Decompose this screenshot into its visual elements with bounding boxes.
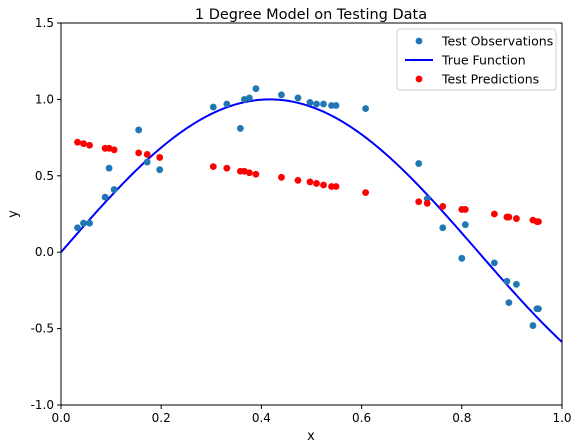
legend-point-marker [415, 75, 423, 83]
test-observations-point [143, 158, 151, 166]
true-function-line [61, 98, 562, 343]
test-predictions-point [513, 215, 520, 222]
legend-box [396, 28, 557, 91]
test-predictions-point [135, 149, 143, 157]
test-observations-point [110, 186, 118, 193]
test-predictions-point [110, 146, 118, 154]
test-observations-point [461, 221, 469, 229]
test-predictions-point [313, 180, 320, 187]
test-observations-point [320, 100, 327, 108]
test-predictions-point [362, 189, 370, 197]
test-predictions-point [535, 218, 542, 226]
x-axis-label: x [307, 429, 315, 444]
test-observations-point [74, 224, 81, 232]
test-predictions-point [423, 199, 431, 207]
legend-label: True Function [441, 53, 526, 68]
legend-point-marker [415, 37, 423, 45]
test-observations-point [535, 305, 542, 313]
test-observations-point [306, 99, 314, 106]
test-observations-point [236, 125, 244, 132]
test-observations-point [439, 224, 447, 232]
test-predictions-point [252, 170, 260, 178]
test-observations-point [503, 277, 511, 285]
test-predictions-point [278, 173, 285, 181]
y-tick-label: 0.0 [35, 245, 54, 259]
y-tick-label: 1.5 [35, 16, 54, 30]
chart-title: 1 Degree Model on Testing Data [195, 7, 427, 23]
test-predictions-point [306, 178, 314, 186]
axes-frame [60, 22, 563, 406]
y-tick-label: 0.5 [35, 169, 54, 183]
test-predictions-point [294, 176, 302, 184]
test-observations-point [415, 160, 423, 167]
test-predictions-point [320, 181, 327, 189]
test-observations-point [101, 193, 109, 201]
test-observations-point [294, 94, 302, 102]
test-predictions-point [86, 141, 93, 149]
test-observations-point [209, 103, 217, 111]
test-predictions-point [439, 202, 447, 210]
test-observations-point [529, 322, 537, 329]
test-observations-point [105, 164, 113, 172]
test-predictions-point [223, 164, 231, 172]
x-tick-label: 0.8 [452, 411, 471, 425]
test-observations-point [86, 219, 93, 227]
test-predictions-point [245, 169, 253, 177]
test-observations-point [245, 94, 253, 102]
test-observations-point [362, 105, 370, 112]
plot-area: 0.0 0.2 0.4 0.6 0.8 1.0 -1.0 -0.5 0.0 0.5 1.0 1.5 [31, 16, 572, 425]
test-observations-point [135, 126, 143, 134]
y-tick-label: 1.0 [35, 92, 54, 106]
test-observations-point [458, 254, 466, 262]
test-predictions-point [74, 138, 81, 146]
test-observations-point [490, 259, 498, 267]
test-observations-point [513, 280, 520, 288]
test-observations-point [505, 299, 513, 307]
x-tick-label: 1.0 [552, 411, 571, 425]
x-tick-label: 0.4 [252, 411, 271, 425]
test-predictions-point [80, 140, 87, 148]
test-observations-point [156, 166, 164, 174]
test-predictions-point [209, 163, 217, 171]
legend-label: Test Predictions [441, 72, 539, 87]
y-tick-label: -1.0 [31, 398, 54, 412]
legend-label: Test Observations [441, 34, 553, 49]
test-observations-point [252, 85, 260, 93]
test-observations-point [223, 100, 231, 108]
test-predictions-point [490, 210, 498, 218]
test-observations-point [313, 100, 320, 108]
test-predictions-point [332, 183, 340, 190]
test-predictions-point [505, 213, 513, 221]
test-predictions-point [156, 154, 164, 161]
test-observations-point [332, 102, 340, 109]
x-tick-label: 0.6 [352, 411, 371, 425]
x-tick-label: 0.2 [152, 411, 171, 425]
test-predictions-point [143, 151, 151, 158]
test-predictions-point [461, 206, 469, 213]
test-predictions-point [415, 198, 423, 206]
y-axis-label: y [6, 210, 21, 218]
test-observations-point [278, 91, 285, 99]
legend: Test Observations True Function Test Predi… [396, 28, 557, 91]
test-observations-point [80, 219, 87, 227]
y-tick-label: -0.5 [31, 322, 54, 336]
x-tick-label: 0.0 [51, 411, 70, 425]
